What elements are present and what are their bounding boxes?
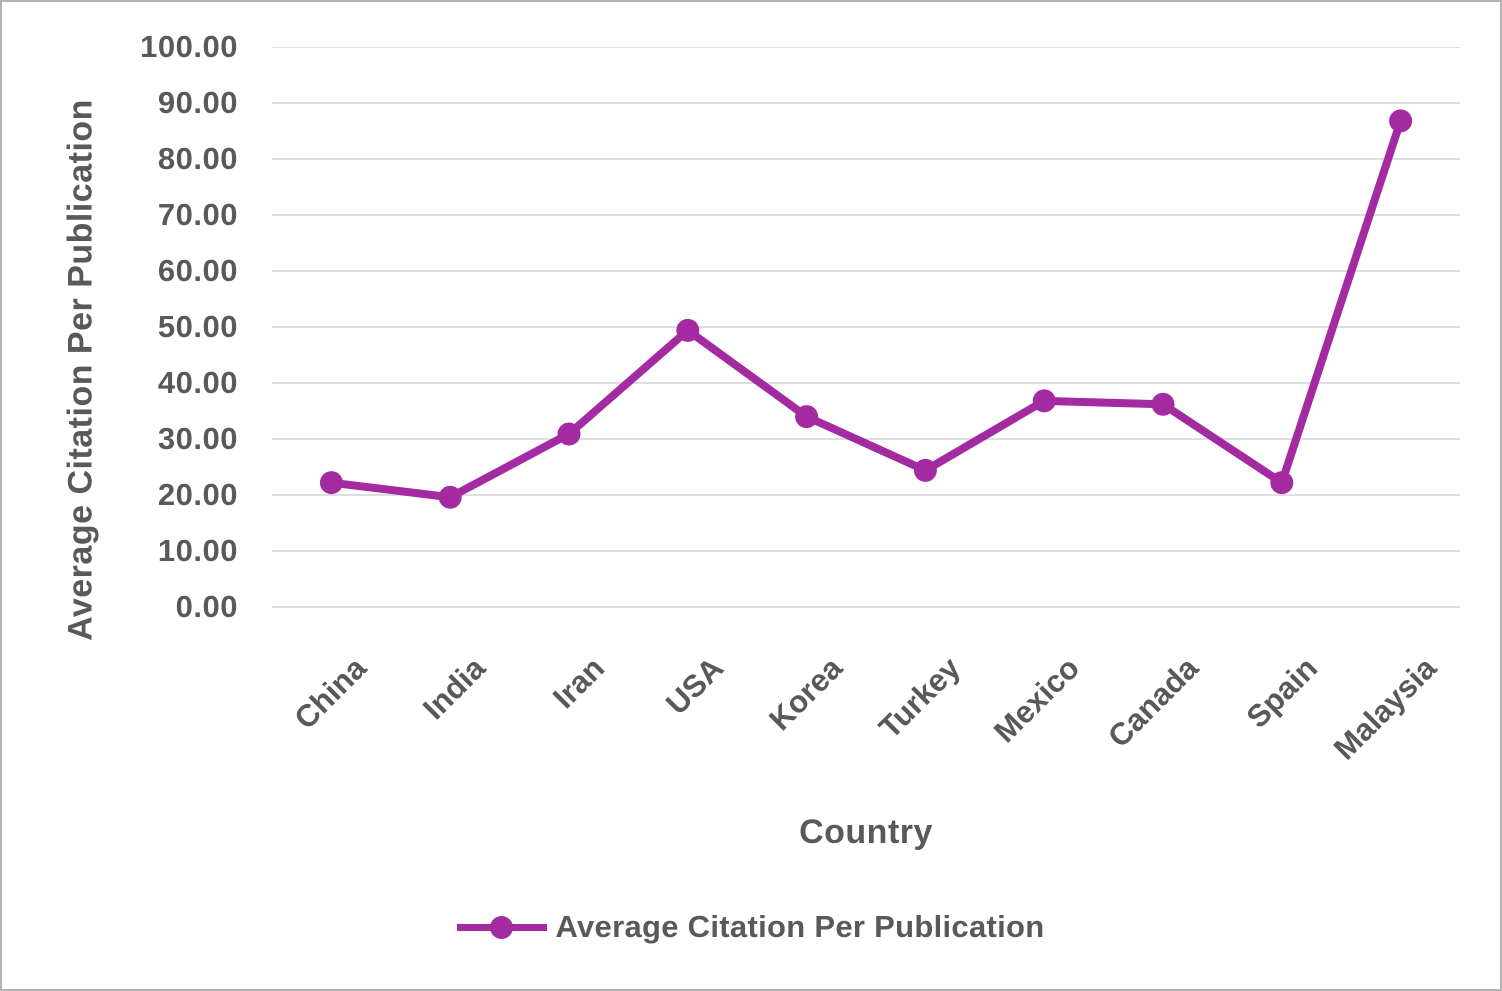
legend-dot-icon	[490, 916, 514, 939]
x-tick-label-turkey: Turkey	[872, 650, 968, 746]
x-tick-label-mexico: Mexico	[987, 650, 1087, 750]
legend: Average Citation Per Publication	[2, 909, 1500, 945]
y-tick-label: 50.00	[157, 309, 238, 344]
data-point-spain	[1270, 471, 1294, 495]
series-line	[327, 116, 1405, 502]
x-tick-label-korea: Korea	[761, 650, 849, 738]
plot-area	[272, 47, 1460, 608]
data-point-malaysia	[1389, 109, 1413, 133]
data-point-canada	[1151, 392, 1175, 416]
y-tick-label: 30.00	[157, 421, 238, 456]
y-tick-label: 90.00	[157, 85, 238, 120]
data-point-usa	[676, 318, 700, 342]
x-tick-label-china: China	[287, 650, 374, 736]
y-tick-label: 20.00	[157, 477, 238, 512]
x-tick-label-usa: USA	[658, 650, 730, 722]
y-tick-label: 10.00	[157, 533, 238, 568]
x-tick-label-canada: Canada	[1101, 650, 1206, 755]
x-tick-label-iran: Iran	[546, 650, 612, 716]
legend-line-marker-icon	[457, 914, 548, 940]
data-point-mexico	[1032, 389, 1056, 413]
x-tick-label-india: India	[416, 650, 493, 727]
x-tick-label-spain: Spain	[1239, 650, 1324, 735]
x-axis-title: Country	[799, 813, 933, 851]
data-point-turkey	[913, 458, 937, 482]
y-tick-label: 40.00	[157, 365, 238, 400]
data-point-china	[319, 471, 343, 495]
data-point-iran	[557, 422, 581, 446]
x-tick-label-malaysia: Malaysia	[1326, 650, 1443, 767]
y-tick-label: 60.00	[157, 253, 238, 288]
data-point-korea	[795, 405, 819, 429]
data-point-india	[438, 485, 462, 509]
y-tick-label: 100.00	[140, 29, 238, 64]
y-tick-label: 80.00	[157, 141, 238, 176]
y-tick-label: 70.00	[157, 197, 238, 232]
legend-label: Average Citation Per Publication	[555, 909, 1045, 944]
y-tick-label: 0.00	[175, 589, 238, 624]
